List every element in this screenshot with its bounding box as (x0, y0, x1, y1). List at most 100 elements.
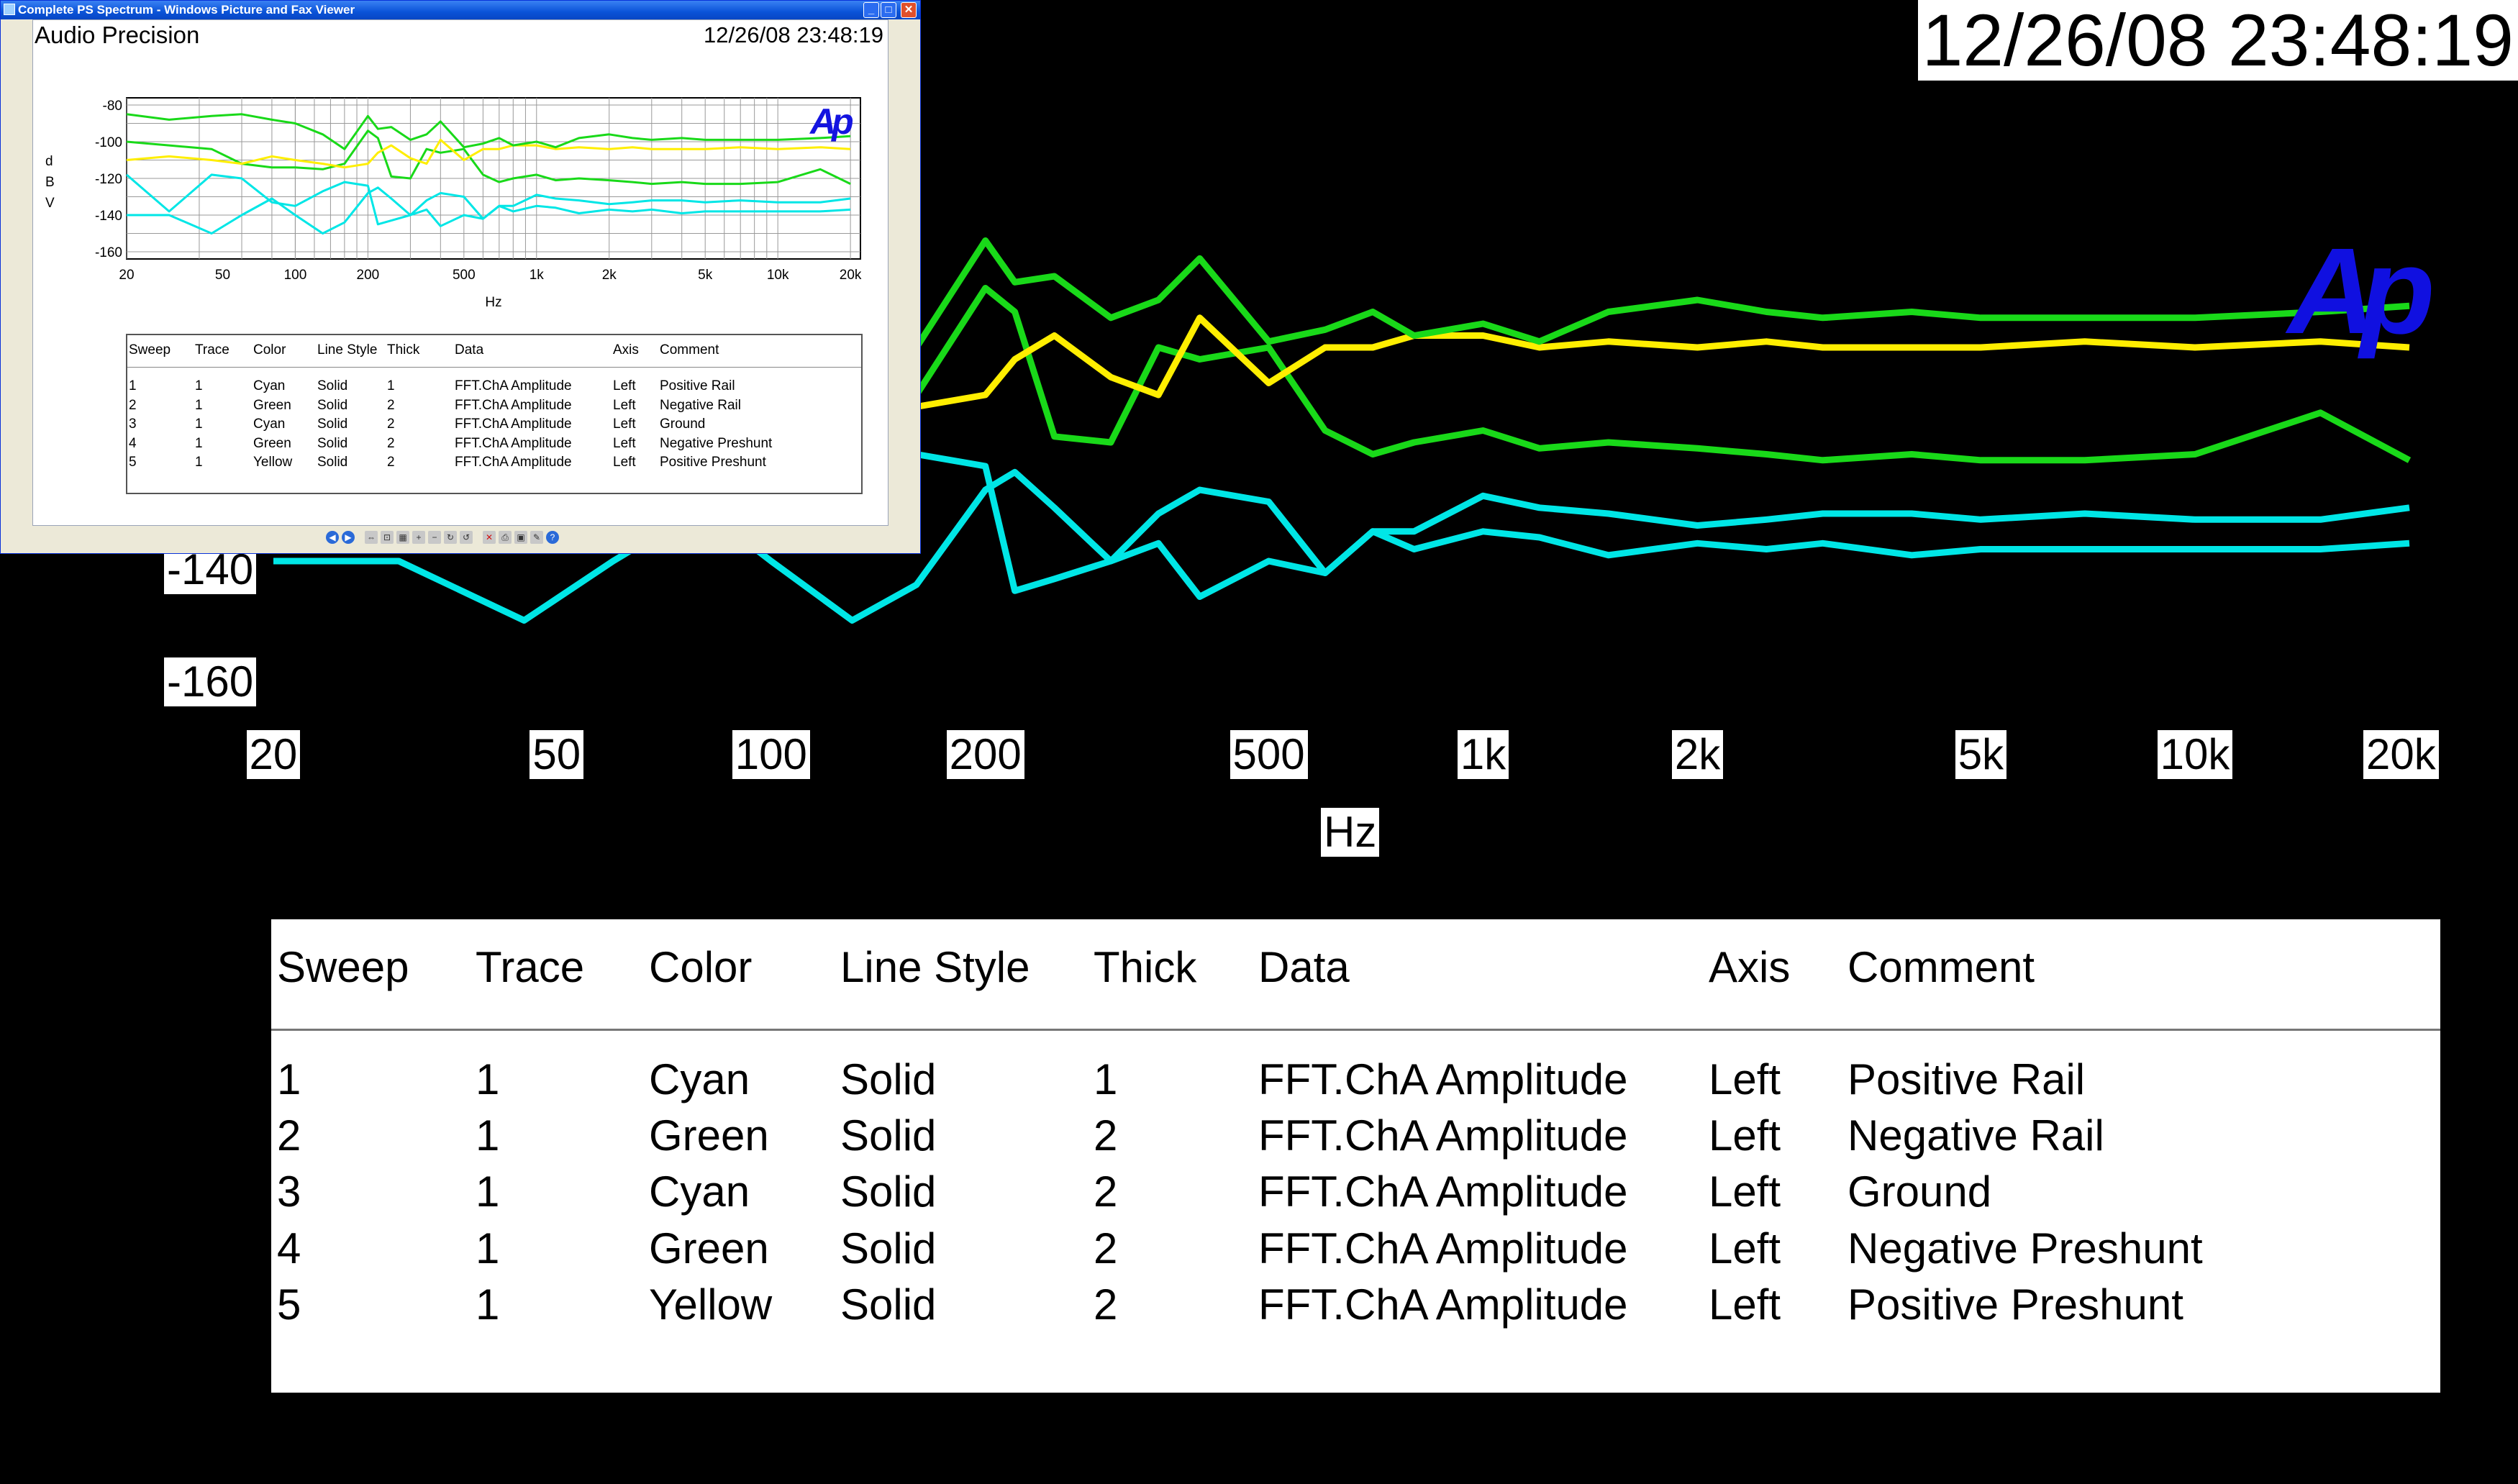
table-row: 5 1 Yellow Solid 2 FFT.ChA Amplitude Left Posit… (127, 455, 861, 472)
table-cell: Cyan (649, 1167, 750, 1216)
table-header-cell: Line Style (317, 342, 378, 358)
table-header-cell: Thick (1094, 943, 1197, 991)
table-row: 3 1 Cyan Solid 2 FFT.ChA Amplitude Left Ground (127, 416, 861, 434)
table-row: 1 1 Cyan Solid 1 FFT.ChA Amplitude Left Positiv… (271, 1055, 2440, 1111)
table-cell: FFT.ChA Amplitude (455, 378, 572, 393)
table-cell: 1 (476, 1167, 500, 1216)
table-cell: Solid (840, 1055, 937, 1103)
big-x-axis-label: Hz (1321, 808, 1380, 857)
table-cell: 1 (195, 416, 203, 432)
table-cell: Left (1709, 1055, 1781, 1103)
small-series-line-5 (126, 138, 851, 169)
table-cell: Left (613, 455, 636, 470)
table-cell: Left (1709, 1224, 1781, 1273)
rotate-counterclockwise-icon[interactable]: ↺ (460, 531, 473, 544)
table-cell: Solid (317, 378, 348, 393)
table-cell: FFT.ChA Amplitude (455, 398, 572, 413)
table-cell: Green (253, 436, 291, 451)
doc-title: Audio Precision (35, 22, 200, 48)
table-cell: Ground (660, 416, 706, 432)
table-cell: Left (613, 416, 636, 432)
close-button[interactable]: ✕ (901, 2, 917, 18)
table-cell: Left (1709, 1280, 1781, 1329)
window-titlebar[interactable]: Complete PS Spectrum - Windows Picture a… (1, 1, 920, 19)
table-header-cell: Trace (476, 943, 585, 991)
table-row: 4 1 Green Solid 2 FFT.ChA Amplitude Left Negati… (127, 436, 861, 453)
table-header-cell: Color (253, 342, 286, 358)
window-title: Complete PS Spectrum - Windows Picture a… (18, 3, 355, 17)
table-cell: Negative Rail (660, 398, 741, 413)
big-x-tick-label: 50 (529, 730, 584, 779)
table-cell: Left (613, 436, 636, 451)
zoom-in-icon[interactable]: + (412, 531, 425, 544)
small-series-line-4 (126, 129, 851, 186)
next-image-icon[interactable]: ▶ (342, 531, 355, 544)
table-row: 5 1 Yellow Solid 2 FFT.ChA Amplitude Left Posit… (271, 1280, 2440, 1336)
help-icon[interactable]: ? (546, 531, 559, 544)
small-y-tick-label: -160 (95, 245, 122, 260)
table-cell: FFT.ChA Amplitude (455, 416, 572, 432)
table-cell: Yellow (649, 1280, 773, 1329)
table-cell: Yellow (253, 455, 293, 470)
table-cell: 4 (277, 1224, 301, 1273)
table-header-cell: Data (1258, 943, 1350, 991)
table-cell: 1 (476, 1224, 500, 1273)
print-icon[interactable]: ⎙ (499, 531, 512, 544)
table-cell: 1 (476, 1280, 500, 1329)
best-fit-icon[interactable]: ⇔ (365, 531, 378, 544)
table-cell: Negative Rail (1847, 1111, 2104, 1160)
ap-logo: Ap (2288, 223, 2435, 360)
zoom-out-icon[interactable]: − (428, 531, 441, 544)
table-divider (271, 1029, 2440, 1031)
small-series-line-1 (126, 173, 851, 226)
table-header-cell: Axis (1709, 943, 1791, 991)
small-y-axis-label: V (45, 196, 55, 211)
table-cell: Green (649, 1224, 769, 1273)
table-cell: Solid (317, 398, 348, 413)
table-cell: Solid (317, 436, 348, 451)
previous-image-icon[interactable]: ◀ (326, 531, 339, 544)
table-cell: FFT.ChA Amplitude (1258, 1224, 1628, 1273)
minimize-button[interactable]: _ (863, 2, 879, 18)
ap-logo-small: Ap (810, 101, 854, 142)
table-header-cell: Comment (660, 342, 719, 358)
table-cell: Left (613, 398, 636, 413)
big-x-tick-label: 200 (946, 730, 1024, 779)
rotate-clockwise-icon[interactable]: ↻ (444, 531, 457, 544)
table-cell: Cyan (253, 416, 286, 432)
table-cell: 2 (1094, 1280, 1118, 1329)
document-image: Audio Precision 12/26/08 23:48:19 -80 -10… (32, 19, 888, 526)
app-icon (4, 4, 15, 15)
edit-icon[interactable]: ✎ (530, 531, 543, 544)
table-cell: 2 (129, 398, 137, 413)
table-cell: FFT.ChA Amplitude (1258, 1280, 1628, 1329)
table-cell: 2 (387, 398, 395, 413)
table-cell: 4 (129, 436, 137, 451)
picture-viewer-window[interactable]: Complete PS Spectrum - Windows Picture a… (0, 0, 921, 554)
actual-size-icon[interactable]: ⊡ (381, 531, 394, 544)
table-cell: Ground (1847, 1167, 1992, 1216)
table-cell: Solid (840, 1224, 937, 1273)
table-header-cell: Trace (195, 342, 229, 358)
table-cell: FFT.ChA Amplitude (455, 436, 572, 451)
slideshow-icon[interactable]: ▦ (396, 531, 409, 544)
table-cell: Positive Rail (660, 378, 735, 393)
table-cell: Left (1709, 1111, 1781, 1160)
table-cell: Negative Preshunt (1847, 1224, 2203, 1273)
big-x-tick-label: 500 (1230, 730, 1308, 779)
table-cell: 2 (1094, 1224, 1118, 1273)
table-row: 2 1 Green Solid 2 FFT.ChA Amplitude Left Negati… (127, 398, 861, 415)
small-spectrum-plot: -80 -100 -120 -140 -160 dBV 20 50 100 200 500 1k 2k 5… (45, 97, 862, 310)
delete-icon[interactable]: ✕ (483, 531, 496, 544)
big-y-tick-label: -160 (164, 657, 257, 706)
legend-table-header: Sweep Trace Color Line Style Thick Data Axis Co… (127, 342, 861, 360)
table-cell: Left (613, 378, 636, 393)
table-cell: 1 (476, 1111, 500, 1160)
table-cell: FFT.ChA Amplitude (455, 455, 572, 470)
table-row: 3 1 Cyan Solid 2 FFT.ChA Amplitude Left Ground (271, 1167, 2440, 1223)
small-y-tick-label: -140 (95, 209, 122, 224)
maximize-button[interactable]: □ (881, 2, 896, 18)
save-icon[interactable]: ▣ (514, 531, 527, 544)
small-x-tick-label: 10k (767, 268, 789, 283)
table-divider (127, 367, 861, 368)
